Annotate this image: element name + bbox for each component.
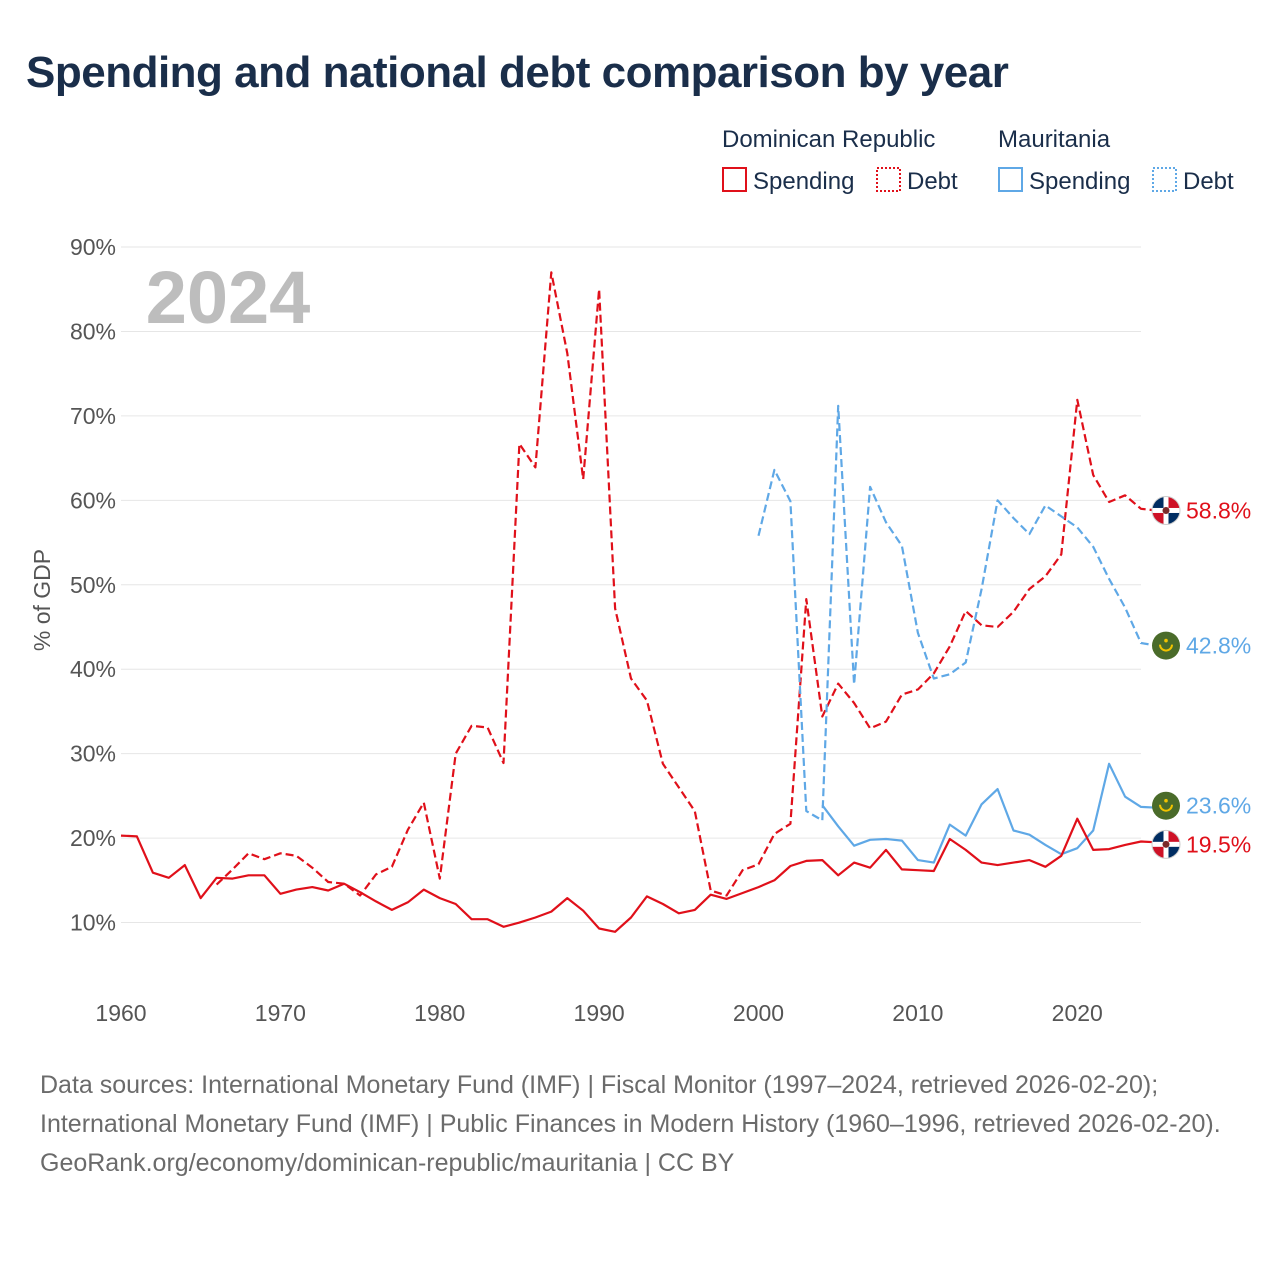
data-sources-text: Data sources: International Monetary Fun… — [40, 1071, 1221, 1138]
x-tick-label: 1960 — [95, 1000, 146, 1026]
end-label-group: 42.8% — [1152, 631, 1251, 660]
legend-group: Dominican Republic Spending Debt — [722, 126, 958, 195]
y-axis-ticks: 10% 20% 30% 40% 50% 60% 70% 80% 90% — [70, 234, 116, 936]
legend-country-label: Mauritania — [998, 126, 1111, 153]
end-label-group: 23.6% — [1152, 791, 1251, 820]
y-tick-label: 10% — [70, 910, 116, 936]
mauritania-flag-icon — [1152, 631, 1180, 660]
legend-group: Mauritania Spending Debt — [998, 126, 1234, 195]
legend-swatch-dotted — [1152, 167, 1177, 192]
end-value-label: 42.8% — [1186, 633, 1251, 659]
end-value-label: 19.5% — [1186, 831, 1251, 857]
y-tick-label: 20% — [70, 825, 116, 851]
sources-footer: Data sources: International Monetary Fun… — [40, 1066, 1240, 1183]
y-tick-label: 40% — [70, 656, 116, 682]
attribution-link[interactable]: GeoRank.org/economy/dominican-republic/m… — [40, 1149, 735, 1177]
end-value-label: 23.6% — [1186, 793, 1251, 819]
end-labels: 58.8% 42.8% 23.6% 19.5% — [1151, 495, 1251, 859]
legend-swatch-solid — [722, 167, 747, 192]
x-tick-label: 2000 — [733, 1000, 784, 1026]
legend-item-label: Spending — [753, 168, 854, 195]
series-line-dominican-republic-spending — [120, 817, 1157, 933]
y-tick-label: 30% — [70, 741, 116, 767]
y-axis-label: % of GDP — [29, 549, 55, 651]
x-tick-label: 2010 — [892, 1000, 943, 1026]
x-axis-ticks: 1960 1970 1980 1990 2000 2010 2020 — [95, 1000, 1102, 1026]
y-tick-label: 70% — [70, 403, 116, 429]
end-value-label: 58.8% — [1186, 497, 1251, 523]
chart-title: Spending and national debt comparison by… — [26, 48, 1009, 97]
end-label-group: 19.5% — [1151, 829, 1251, 859]
mauritania-flag-icon — [1152, 791, 1180, 820]
x-tick-label: 2020 — [1052, 1000, 1103, 1026]
legend-item-label: Spending — [1029, 168, 1130, 195]
y-tick-label: 50% — [70, 572, 116, 598]
series-line-mauritania-spending — [821, 762, 1157, 864]
x-tick-label: 1970 — [255, 1000, 306, 1026]
legend-item-label: Debt — [1183, 168, 1234, 195]
gridlines — [121, 246, 1141, 924]
series-line-dominican-republic-debt — [215, 271, 1158, 897]
year-watermark: 2024 — [146, 256, 311, 339]
legend-country-label: Dominican Republic — [722, 126, 935, 153]
chart-area: 10% 20% 30% 40% 50% 60% 70% 80% 90% 1960 1970 1980… — [29, 126, 1251, 1026]
y-tick-label: 60% — [70, 487, 116, 513]
legend-swatch-solid — [998, 167, 1023, 192]
legend-item-label: Debt — [907, 168, 958, 195]
x-tick-label: 1980 — [414, 1000, 465, 1026]
series-line-mauritania-debt — [757, 404, 1158, 822]
y-tick-label: 90% — [70, 234, 116, 260]
x-tick-label: 1990 — [574, 1000, 625, 1026]
legend-swatch-dotted — [876, 167, 901, 192]
end-label-group: 58.8% — [1151, 495, 1251, 525]
series-lines — [120, 271, 1158, 933]
y-tick-label: 80% — [70, 318, 116, 344]
